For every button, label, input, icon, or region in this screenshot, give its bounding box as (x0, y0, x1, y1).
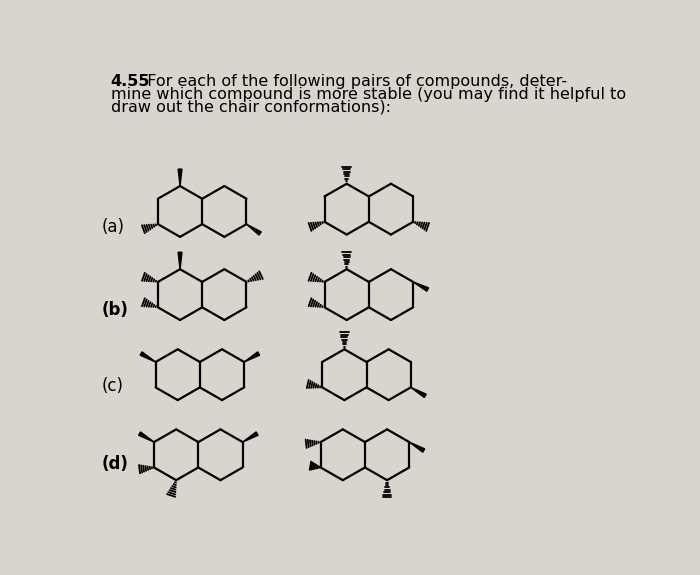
Text: (c): (c) (102, 377, 123, 395)
Text: 4.55: 4.55 (111, 74, 150, 89)
Text: draw out the chair conformations):: draw out the chair conformations): (111, 99, 391, 114)
Polygon shape (139, 432, 154, 442)
Polygon shape (243, 432, 258, 442)
Polygon shape (140, 352, 155, 362)
Polygon shape (178, 252, 182, 269)
Polygon shape (244, 352, 260, 362)
Text: mine which compound is more stable (you may find it helpful to: mine which compound is more stable (you … (111, 87, 626, 102)
Polygon shape (411, 388, 426, 397)
Polygon shape (246, 224, 261, 235)
Text: (b): (b) (102, 301, 128, 319)
Text: (d): (d) (102, 455, 128, 473)
Text: (a): (a) (102, 218, 125, 236)
Text: For each of the following pairs of compounds, deter-: For each of the following pairs of compo… (137, 74, 567, 89)
Polygon shape (178, 169, 182, 186)
Polygon shape (410, 442, 425, 452)
Polygon shape (413, 282, 428, 291)
